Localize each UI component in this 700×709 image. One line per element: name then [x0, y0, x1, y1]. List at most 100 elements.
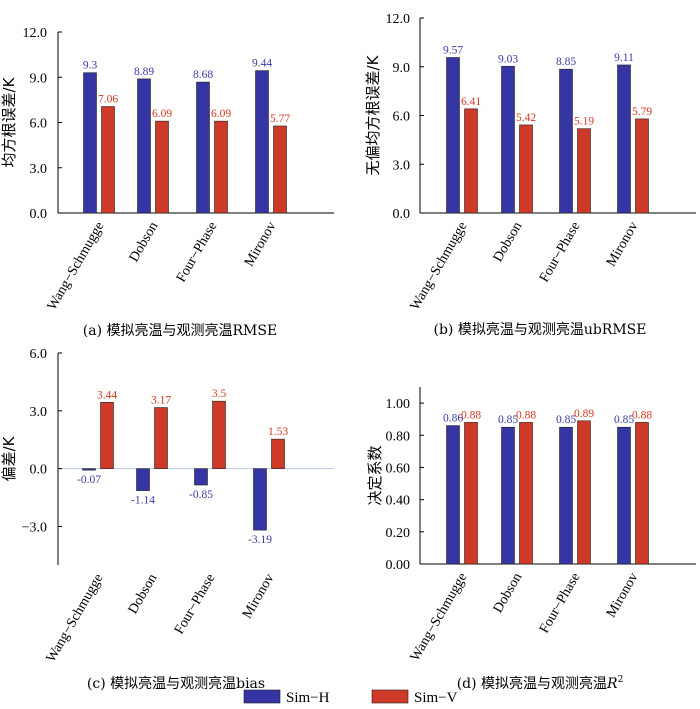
- data-label: 9.44: [252, 58, 272, 70]
- bar-sim-v: [464, 422, 478, 565]
- y-tick-label: 0.00: [386, 558, 411, 573]
- bar-sim-h: [82, 468, 96, 471]
- bar-sim-h: [136, 468, 150, 491]
- y-axis-label: 均方根误差/K: [0, 76, 18, 167]
- y-tick-label: 0.60: [386, 461, 411, 476]
- data-label: 5.42: [516, 112, 536, 124]
- y-tick-label: 0.80: [386, 429, 411, 444]
- bar-sim-v: [635, 118, 649, 214]
- data-label: 0.88: [632, 409, 652, 421]
- y-tick-label: 9.0: [393, 61, 411, 76]
- y-axis-label: 决定系数: [366, 445, 384, 505]
- bar-sim-v: [101, 106, 115, 214]
- legend-swatch-sim-h: [243, 689, 281, 704]
- panel-caption: (b) 模拟亮温与观测亮温ubRMSE: [433, 321, 646, 338]
- bar-sim-v: [155, 120, 169, 214]
- bar-sim-v: [519, 124, 533, 214]
- bar-sim-v: [577, 128, 591, 214]
- data-label: 0.88: [461, 409, 481, 421]
- y-tick-label: 6.0: [30, 117, 48, 132]
- bar-sim-h: [501, 426, 515, 565]
- x-tick-label: Wang−Schmugge: [408, 571, 471, 665]
- y-tick-label: 0.0: [393, 207, 411, 222]
- data-label: 6.09: [152, 108, 172, 120]
- bar-sim-h: [253, 468, 267, 531]
- y-tick-label: 3.0: [30, 405, 48, 420]
- bar-sim-h: [617, 426, 631, 565]
- caption-r: R: [606, 676, 618, 692]
- y-tick-label: 1.00: [386, 397, 411, 412]
- data-label: 8.68: [193, 69, 213, 81]
- chart-panel-d: 0.00 0.20 0.40 0.60 0.80 1.00 决定系数 0.86 0.85 0.85…: [366, 387, 696, 692]
- chart-panel-a: 0.0 3.0 6.0 9.0 12.0 均方根误差/K 9.3 8.89 8.68 9.44 7.…: [0, 26, 334, 339]
- data-label: 6.41: [461, 96, 481, 108]
- bar-sim-v: [214, 120, 228, 214]
- y-tick-label: 0.0: [30, 463, 48, 478]
- x-tick-label: Wang−Schmugge: [45, 220, 108, 314]
- bar-sim-h: [559, 68, 573, 214]
- x-tick-label: Mironov: [604, 571, 641, 621]
- x-tick-label: Dobson: [491, 571, 526, 616]
- data-label: 0.89: [574, 408, 594, 420]
- y-tick-label: 12.0: [386, 12, 411, 27]
- bar-sim-h: [137, 78, 151, 214]
- bar-sim-v: [464, 108, 478, 214]
- y-tick-label: 3.0: [393, 158, 411, 173]
- data-label: -3.19: [248, 534, 272, 546]
- caption-text: (c) 模拟亮温与观测亮温bias: [87, 675, 265, 692]
- x-tick-label: Four−Phase: [172, 572, 218, 638]
- caption-text: (d) 模拟亮温与观测亮温: [457, 675, 607, 692]
- bar-sim-h: [446, 425, 460, 565]
- data-label: 8.85: [556, 56, 576, 68]
- y-tick-label: 0.0: [30, 207, 48, 222]
- y-tick-label: 3.0: [30, 162, 48, 177]
- legend-label: Sim−V: [414, 690, 458, 706]
- data-label: 8.89: [134, 66, 154, 78]
- data-label: 9.3: [83, 60, 98, 72]
- data-label: 3.17: [151, 395, 171, 407]
- legend: Sim−H Sim−V: [243, 689, 458, 706]
- y-tick-label: −3.0: [22, 520, 47, 535]
- x-tick-label: Wang−Schmugge: [44, 572, 107, 666]
- data-label: -0.07: [77, 474, 101, 486]
- y-tick-label: 0.20: [386, 526, 411, 541]
- data-label: 1.53: [268, 426, 288, 438]
- bar-sim-h: [617, 64, 631, 214]
- legend-label: Sim−H: [286, 690, 330, 706]
- bar-sim-v: [577, 420, 591, 565]
- bar-sim-v: [212, 400, 226, 469]
- data-label: 0.86: [443, 413, 463, 425]
- data-label: 0.88: [516, 409, 536, 421]
- bar-sim-h: [446, 57, 460, 214]
- x-tick-label: Wang−Schmugge: [408, 220, 471, 314]
- data-label: 3.5: [212, 388, 227, 400]
- x-tick-label: Mironov: [242, 220, 279, 270]
- data-label: -1.14: [131, 495, 155, 507]
- y-tick-label: 6.0: [393, 110, 411, 125]
- bar-sim-h: [559, 426, 573, 565]
- panel-caption: (a) 模拟亮温与观测亮温RMSE: [83, 322, 277, 339]
- bar-sim-v: [271, 438, 285, 469]
- bar-sim-h: [83, 72, 97, 214]
- x-tick-label: Four−Phase: [537, 571, 583, 637]
- data-label: 0.85: [556, 414, 576, 426]
- panel-caption: (c) 模拟亮温与观测亮温bias: [87, 675, 265, 692]
- x-tick-label: Four−Phase: [174, 220, 220, 286]
- data-label: 7.06: [98, 94, 118, 106]
- data-label: 5.79: [632, 106, 652, 118]
- y-tick-label: 0.40: [386, 494, 411, 509]
- data-label: 9.11: [614, 52, 634, 64]
- legend-swatch-sim-v: [371, 689, 409, 704]
- bar-sim-h: [501, 65, 515, 214]
- bar-sim-v: [273, 125, 287, 214]
- bar-sim-h: [255, 70, 269, 214]
- caption-text: (b) 模拟亮温与观测亮温ubRMSE: [433, 321, 646, 338]
- y-tick-label: 9.0: [30, 71, 48, 86]
- x-tick-label: Mironov: [240, 572, 277, 622]
- x-tick-label: Four−Phase: [537, 220, 583, 286]
- y-tick-label: 6.0: [30, 347, 48, 362]
- data-label: 0.85: [614, 414, 634, 426]
- bar-sim-h: [194, 468, 208, 486]
- data-label: 5.19: [574, 116, 594, 128]
